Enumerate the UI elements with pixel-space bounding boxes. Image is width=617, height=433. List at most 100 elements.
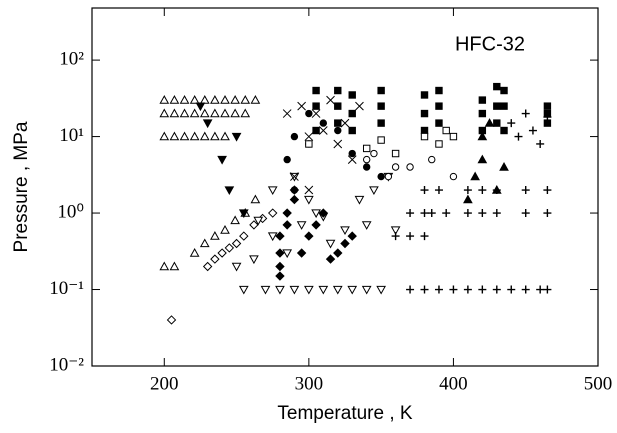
marker bbox=[428, 155, 436, 164]
marker bbox=[355, 101, 364, 111]
marker bbox=[493, 82, 501, 91]
marker bbox=[543, 285, 552, 294]
marker bbox=[420, 285, 429, 294]
marker bbox=[230, 215, 240, 225]
marker bbox=[500, 126, 508, 135]
marker bbox=[290, 172, 299, 181]
marker bbox=[159, 131, 170, 141]
marker bbox=[377, 102, 385, 110]
marker bbox=[543, 209, 552, 218]
marker bbox=[220, 131, 230, 141]
marker bbox=[521, 186, 530, 195]
marker bbox=[543, 119, 552, 127]
marker bbox=[249, 220, 259, 230]
marker bbox=[449, 172, 458, 181]
marker bbox=[377, 86, 385, 95]
marker bbox=[521, 209, 530, 218]
marker bbox=[275, 248, 285, 258]
marker bbox=[463, 209, 472, 218]
marker bbox=[333, 248, 343, 258]
marker bbox=[189, 108, 200, 118]
marker bbox=[311, 220, 321, 230]
marker bbox=[199, 238, 210, 248]
marker bbox=[406, 163, 414, 171]
marker bbox=[231, 132, 242, 142]
marker bbox=[289, 285, 300, 295]
marker bbox=[420, 109, 429, 118]
y-tick-label: 10² bbox=[59, 48, 84, 69]
marker bbox=[169, 131, 180, 141]
marker bbox=[427, 209, 436, 218]
marker bbox=[348, 126, 356, 135]
marker bbox=[240, 95, 251, 104]
marker bbox=[169, 108, 180, 118]
marker bbox=[318, 126, 328, 135]
marker bbox=[354, 195, 365, 205]
marker bbox=[348, 109, 356, 118]
marker bbox=[230, 108, 240, 118]
marker bbox=[543, 109, 552, 118]
marker bbox=[514, 132, 523, 141]
marker bbox=[478, 96, 487, 104]
marker bbox=[189, 95, 200, 104]
marker bbox=[275, 271, 285, 281]
y-axis-title: Pressure , MPa bbox=[11, 121, 32, 252]
marker bbox=[305, 140, 313, 148]
marker bbox=[362, 144, 371, 153]
marker bbox=[282, 208, 292, 218]
marker bbox=[478, 186, 487, 195]
marker bbox=[179, 131, 190, 141]
marker bbox=[361, 221, 372, 230]
marker bbox=[169, 95, 180, 104]
marker bbox=[478, 285, 487, 294]
marker bbox=[275, 231, 285, 241]
y-tick-label: 10⁰ bbox=[57, 201, 84, 222]
marker bbox=[318, 285, 329, 295]
marker bbox=[463, 285, 472, 294]
marker bbox=[217, 155, 227, 165]
marker bbox=[536, 139, 545, 148]
marker bbox=[275, 261, 285, 272]
annotation: HFC-32 bbox=[455, 33, 525, 55]
x-tick-label: 300 bbox=[295, 373, 324, 394]
marker bbox=[260, 285, 271, 295]
marker bbox=[210, 254, 220, 264]
marker bbox=[377, 172, 385, 181]
marker bbox=[377, 119, 385, 127]
marker bbox=[195, 102, 206, 112]
marker bbox=[340, 238, 350, 249]
marker bbox=[492, 285, 501, 294]
marker bbox=[311, 209, 321, 219]
marker bbox=[384, 172, 393, 181]
marker bbox=[268, 208, 278, 218]
marker bbox=[376, 285, 386, 295]
marker bbox=[507, 285, 516, 294]
marker bbox=[199, 108, 210, 118]
marker bbox=[420, 209, 429, 218]
marker bbox=[189, 131, 200, 141]
marker bbox=[348, 91, 356, 99]
marker bbox=[231, 238, 242, 249]
y-tick-label: 10⁻¹ bbox=[49, 278, 84, 299]
plot-frame bbox=[91, 7, 599, 367]
marker bbox=[210, 131, 220, 141]
marker bbox=[406, 285, 415, 294]
marker bbox=[493, 119, 501, 127]
marker bbox=[296, 221, 307, 230]
marker bbox=[304, 285, 314, 295]
marker bbox=[340, 118, 350, 128]
marker bbox=[442, 209, 451, 218]
marker bbox=[369, 186, 379, 196]
marker bbox=[391, 149, 400, 158]
marker bbox=[296, 248, 307, 258]
marker bbox=[290, 132, 299, 141]
marker bbox=[499, 161, 509, 171]
marker bbox=[435, 86, 443, 95]
marker bbox=[249, 255, 259, 265]
marker bbox=[312, 86, 320, 95]
marker bbox=[318, 208, 329, 218]
marker bbox=[521, 109, 530, 118]
marker bbox=[238, 285, 249, 295]
marker bbox=[406, 232, 415, 241]
marker bbox=[189, 248, 200, 257]
